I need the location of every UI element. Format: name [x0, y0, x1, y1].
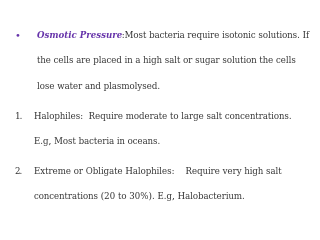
- Text: 2.: 2.: [14, 167, 23, 176]
- Text: the cells are placed in a high salt or sugar solution the cells: the cells are placed in a high salt or s…: [37, 56, 296, 66]
- Text: Extreme or Obligate Halophiles:    Require very high salt: Extreme or Obligate Halophiles: Require …: [34, 167, 281, 176]
- Text: concentrations (20 to 30%). E.g, Halobacterium.: concentrations (20 to 30%). E.g, Halobac…: [34, 192, 244, 201]
- Text: •: •: [14, 31, 20, 40]
- Text: Osmotic Pressure: Osmotic Pressure: [37, 31, 122, 40]
- Text: :Most bacteria require isotonic solutions. If: :Most bacteria require isotonic solution…: [119, 31, 309, 40]
- Text: E.g, Most bacteria in oceans.: E.g, Most bacteria in oceans.: [34, 137, 160, 146]
- Text: lose water and plasmolysed.: lose water and plasmolysed.: [37, 82, 160, 90]
- Text: 1.: 1.: [14, 112, 23, 120]
- Text: Halophiles:  Require moderate to large salt concentrations.: Halophiles: Require moderate to large sa…: [34, 112, 291, 120]
